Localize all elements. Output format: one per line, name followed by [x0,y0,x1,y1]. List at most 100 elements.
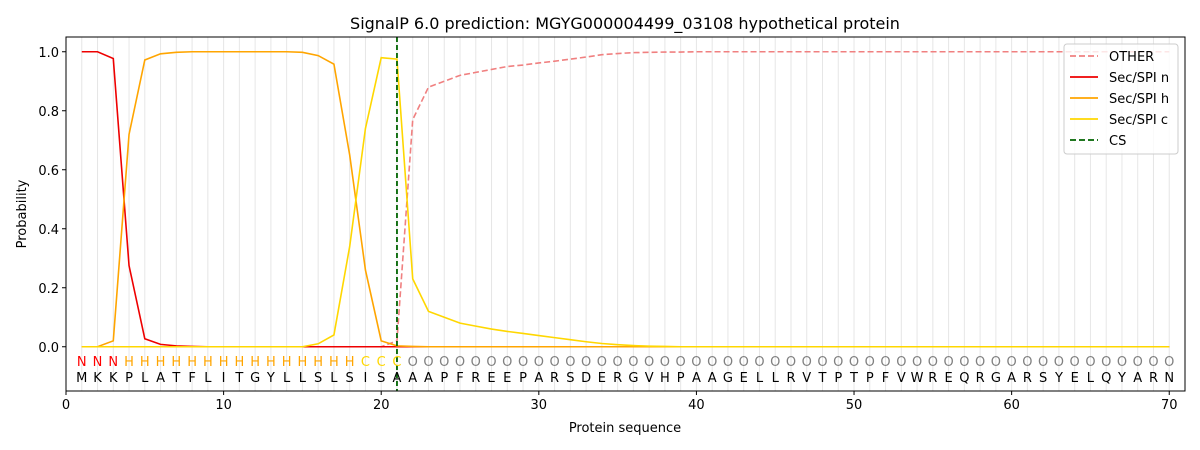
residue-region-label: C [392,355,401,370]
residue-region-label: O [439,355,449,370]
chart-title: SignalP 6.0 prediction: MGYG000004499_03… [350,14,900,34]
residue-letter: R [1023,371,1032,386]
residue-letter: E [1071,371,1079,386]
residue-letter: A [424,371,433,386]
residue-region-label: O [1070,355,1080,370]
legend-label: Sec/SPI h [1109,92,1169,107]
residue-letter: A [534,371,543,386]
residue-letter: R [471,371,480,386]
x-tick-label: 20 [373,398,390,413]
residue-region-label: O [581,355,591,370]
residue-letter: Y [1117,371,1126,386]
residue-region-label: O [739,355,749,370]
residue-letter: F [456,371,463,386]
residue-region-label: H [203,355,213,370]
residue-letter: R [1149,371,1158,386]
series-lines [81,37,1170,391]
residue-region-label: O [959,355,969,370]
legend-label: CS [1109,134,1126,149]
residue-region-label: O [486,355,496,370]
residue-letter: V [802,371,811,386]
legend-label: Sec/SPI c [1109,113,1168,128]
residue-region-label: H [124,355,134,370]
residue-letter: G [628,371,638,386]
residue-letter: W [911,371,924,386]
residue-letter: R [550,371,559,386]
residue-region-label: N [108,355,118,370]
residue-letter: T [171,371,180,386]
x-tick-label: 70 [1161,398,1178,413]
residue-letter: F [882,371,889,386]
residue-region-label: H [345,355,355,370]
residue-region-label: O [549,355,559,370]
residue-letter: A [1007,371,1016,386]
residue-region-label: O [1164,355,1174,370]
residue-region-label: H [250,355,260,370]
residue-annotations: NMNKNKHPHLHAHTHFHLHIHTHGHYHLHLHSHLHSCICS… [76,355,1174,386]
residue-letter: Y [1054,371,1063,386]
legend-box [1063,43,1179,155]
residue-region-label: H [234,355,244,370]
y-axis-ticks: 0.0 0.2 0.4 0.6 0.8 1.0 [38,46,66,356]
residue-letter: P [125,371,133,386]
residue-letter: T [849,371,858,386]
residue-letter: P [866,371,874,386]
x-tick-label: 40 [688,398,705,413]
y-tick-label: 0.8 [38,105,59,120]
residue-letter: T [818,371,827,386]
x-tick-label: 50 [846,398,863,413]
grid-lines [81,37,1170,391]
residue-region-label: O [597,355,607,370]
residue-letter: Y [266,371,275,386]
residue-region-label: O [644,355,654,370]
residue-region-label: O [423,355,433,370]
residue-letter: I [222,371,226,386]
residue-region-label: O [880,355,890,370]
residue-region-label: O [723,355,733,370]
residue-region-label: O [865,355,875,370]
residue-region-label: O [991,355,1001,370]
residue-letter: L [283,371,291,386]
residue-region-label: O [408,355,418,370]
series-line-other [81,50,1170,348]
residue-letter: L [1087,371,1095,386]
residue-letter: H [660,371,670,386]
residue-letter: L [299,371,307,386]
series-line-sec-spi-n [81,50,1170,348]
residue-region-label: H [187,355,197,370]
residue-region-label: O [833,355,843,370]
y-axis-label: Probability [15,179,30,248]
y-tick-label: 1.0 [38,46,59,61]
residue-letter: I [364,371,368,386]
residue-letter: S [314,371,322,386]
residue-letter: A [408,371,417,386]
residue-letter: S [1039,371,1047,386]
residue-region-label: O [770,355,780,370]
residue-letter: R [976,371,985,386]
residue-region-label: O [691,355,701,370]
residue-region-label: H [140,355,150,370]
residue-region-label: H [313,355,323,370]
residue-region-label: H [298,355,308,370]
residue-region-label: O [1085,355,1095,370]
residue-letter: L [330,371,338,386]
x-axis-label: Protein sequence [569,421,681,436]
residue-letter: V [897,371,906,386]
residue-region-label: O [1007,355,1017,370]
residue-letter: G [250,371,260,386]
residue-region-label: O [849,355,859,370]
x-tick-label: 30 [531,398,548,413]
legend: OTHER Sec/SPI n Sec/SPI h Sec/SPI c CS [1063,43,1179,155]
legend-label: Sec/SPI n [1109,71,1169,86]
residue-letter: Q [1101,371,1111,386]
residue-region-label: O [1101,355,1111,370]
residue-letter: L [204,371,212,386]
residue-region-label: O [676,355,686,370]
residue-letter: A [1133,371,1142,386]
residue-letter: P [519,371,527,386]
series-line-sec-spi-c [81,56,1170,348]
residue-region-label: O [613,355,623,370]
residue-region-label: O [1148,355,1158,370]
residue-letter: N [1164,371,1174,386]
